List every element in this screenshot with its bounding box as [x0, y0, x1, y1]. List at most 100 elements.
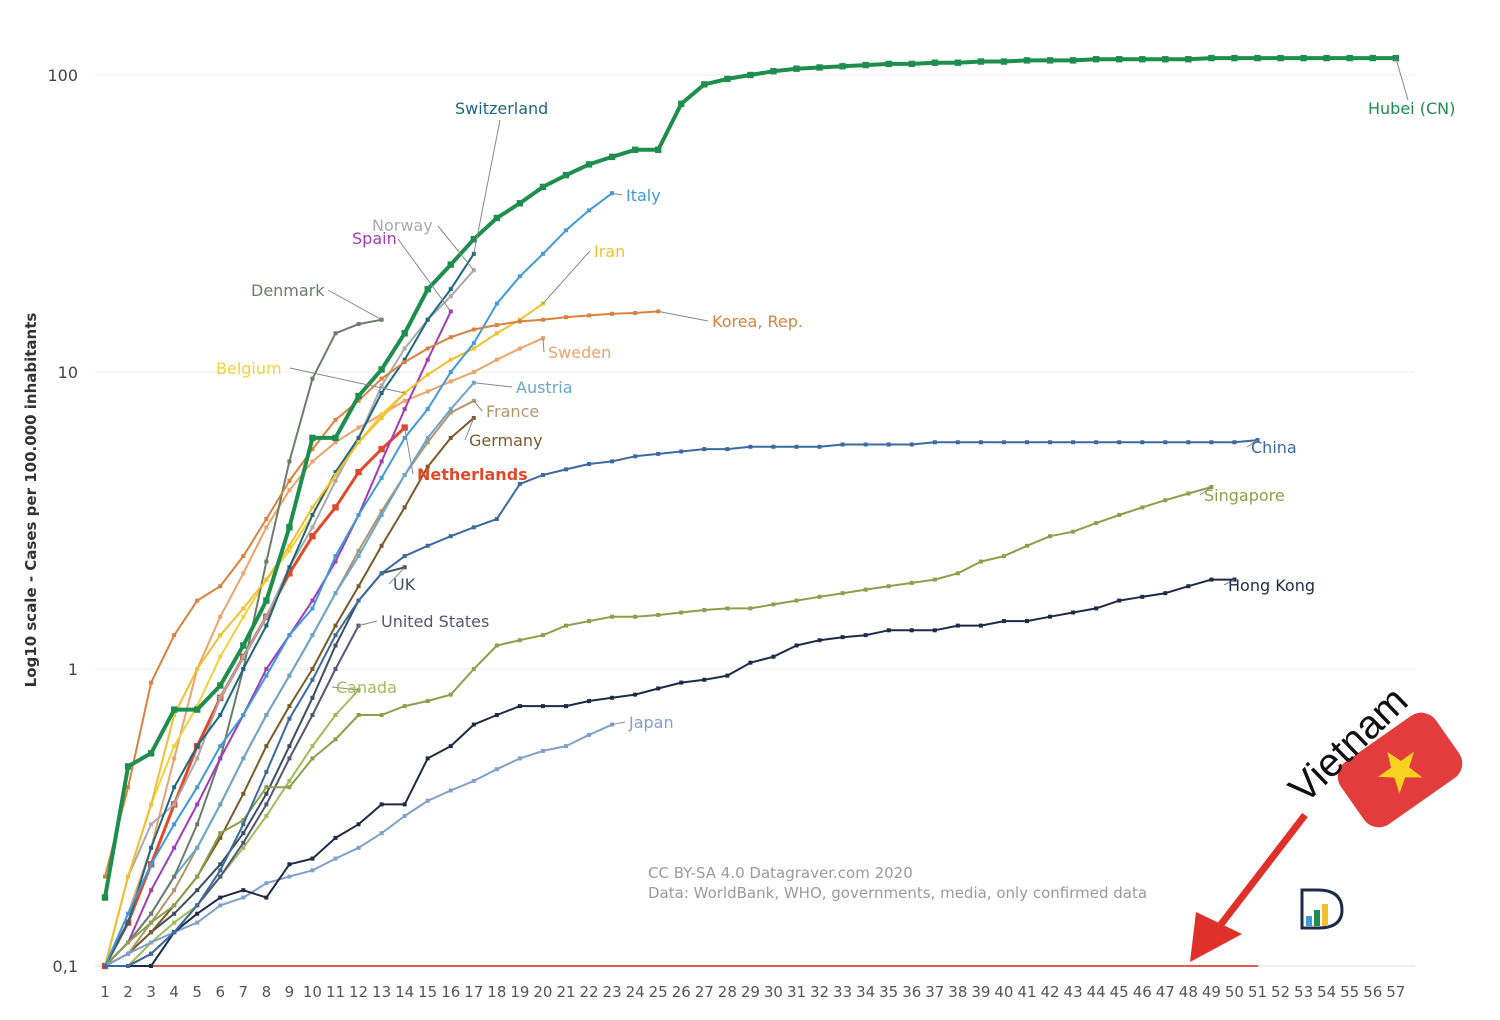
data-point [863, 633, 868, 638]
data-point [356, 713, 361, 718]
data-point [218, 831, 223, 836]
data-point [678, 100, 685, 107]
data-point [356, 554, 361, 559]
x-tick-label: 54 [1317, 983, 1336, 1001]
data-point [702, 447, 707, 452]
data-point [494, 322, 499, 327]
series-label-uk: UK [393, 575, 416, 594]
data-point [610, 695, 615, 700]
data-point [172, 911, 177, 916]
data-point [494, 713, 499, 718]
data-point [1092, 56, 1100, 63]
x-axis: 1 2 3 4 5 6 7 8 9 10 11 12 13 14 15 16 17 18 19 20 21 22 23 24 2… [100, 983, 1405, 1001]
data-point [816, 64, 823, 71]
data-point [909, 442, 914, 447]
series-line [104, 723, 614, 967]
series-label-belgium: Belgium [216, 359, 282, 378]
data-point [1346, 54, 1353, 62]
data-point [955, 623, 960, 628]
data-point [1186, 584, 1191, 589]
series-japan [103, 722, 615, 968]
data-point [356, 598, 361, 603]
x-tick-label: 51 [1248, 983, 1267, 1001]
data-point [241, 822, 246, 827]
data-point [402, 704, 407, 709]
x-tick-label: 8 [262, 983, 272, 1001]
x-tick-label: 46 [1133, 983, 1152, 1001]
data-point [264, 614, 269, 619]
data-point [333, 554, 338, 559]
x-tick-label: 56 [1363, 983, 1382, 1001]
data-point [1071, 440, 1076, 445]
data-point [1140, 594, 1145, 599]
data-point [425, 798, 430, 803]
data-point [126, 951, 131, 956]
data-point [218, 744, 223, 749]
series-label-france: France [486, 402, 539, 421]
data-point [540, 633, 545, 638]
data-point [218, 874, 223, 879]
x-tick-label: 25 [649, 983, 668, 1001]
data-point [333, 856, 338, 861]
data-point [425, 389, 430, 394]
data-point [494, 516, 499, 521]
y-tick-label: 0,1 [53, 957, 78, 976]
data-point [218, 713, 223, 718]
data-point [310, 447, 315, 452]
data-point [1185, 56, 1192, 63]
x-tick-label: 50 [1225, 983, 1244, 1001]
data-point [172, 822, 177, 827]
data-point [633, 692, 638, 697]
data-point [195, 888, 200, 893]
data-point [195, 667, 200, 671]
data-point [172, 888, 177, 893]
leader-line [542, 338, 545, 353]
data-point [195, 598, 200, 603]
data-point [840, 591, 845, 596]
data-point [794, 643, 799, 648]
data-point [817, 444, 822, 449]
data-point [793, 65, 800, 72]
data-point [425, 435, 430, 440]
data-point [195, 874, 200, 879]
series-france [103, 398, 476, 968]
x-tick-label: 11 [326, 983, 345, 1001]
data-point [218, 895, 223, 900]
data-point [448, 370, 453, 374]
data-point [333, 591, 338, 596]
y-axis: 0,1 1 10 100 [47, 66, 78, 976]
data-point [932, 577, 937, 582]
x-tick-label: 57 [1386, 983, 1405, 1001]
data-point [1046, 57, 1054, 64]
series-switzerland [103, 251, 476, 968]
x-tick-label: 22 [580, 983, 599, 1001]
data-point [1025, 440, 1029, 445]
data-point [333, 633, 338, 638]
data-point [172, 802, 177, 807]
series-line [104, 252, 475, 967]
data-point [172, 633, 177, 638]
series-line [104, 302, 544, 967]
x-tick-label: 4 [169, 983, 179, 1001]
data-point [1048, 614, 1053, 619]
x-tick-label: 33 [833, 983, 852, 1001]
leader-line [1395, 57, 1409, 101]
data-point [287, 744, 292, 749]
series-korea-rep [103, 309, 661, 879]
data-point [471, 667, 476, 671]
series-china [103, 438, 1260, 968]
series-germany [103, 416, 476, 968]
x-tick-label: 6 [215, 983, 225, 1001]
data-point [264, 744, 269, 749]
data-point [310, 695, 315, 700]
data-point [194, 706, 201, 713]
data-point [333, 417, 338, 422]
leader-line [289, 367, 405, 394]
credit-line-2: Data: WorldBank, WHO, governments, media… [648, 884, 1147, 902]
data-point [562, 171, 570, 179]
x-tick-label: 7 [239, 983, 249, 1001]
data-point [587, 732, 592, 737]
data-point [218, 614, 223, 619]
x-tick-label: 35 [879, 983, 898, 1001]
x-tick-label: 41 [1017, 983, 1036, 1001]
